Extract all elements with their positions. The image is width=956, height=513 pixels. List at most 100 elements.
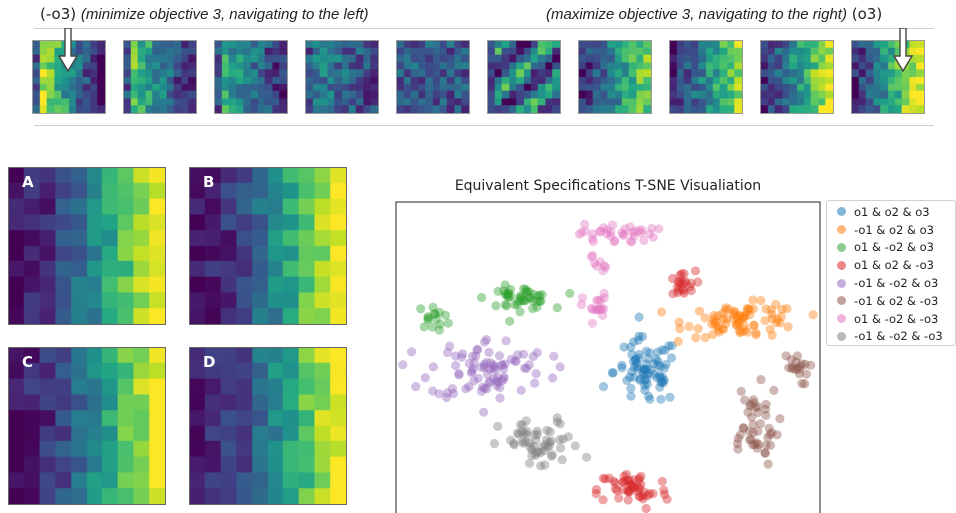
scatter-point: [593, 295, 603, 305]
legend-marker-icon: [837, 278, 846, 288]
scatter-point: [477, 362, 487, 372]
scatter-point: [497, 360, 507, 370]
scatter-point: [709, 310, 719, 321]
scatter-point: [690, 266, 701, 276]
scatter-point: [636, 492, 646, 502]
scatter-point: [648, 489, 658, 499]
scatter-point: [512, 428, 523, 438]
scatter-point: [442, 388, 452, 398]
scatter-point: [625, 222, 635, 232]
scatter-point: [625, 236, 636, 246]
scatter-point: [488, 360, 499, 370]
scatter-point: [518, 420, 528, 430]
scatter-point: [800, 359, 810, 369]
scatter-point: [472, 345, 482, 355]
scatter-point: [633, 364, 643, 374]
scatter-point: [629, 231, 639, 241]
scatter-point: [434, 325, 444, 335]
strip-heatmap: [214, 40, 288, 114]
scatter-point: [743, 407, 753, 417]
scatter-point: [693, 277, 703, 287]
scatter-point: [629, 337, 639, 347]
scatter-point: [641, 503, 651, 513]
panel-heatmap-d: [189, 347, 347, 505]
legend-marker-icon: [837, 260, 846, 270]
scatter-point: [542, 425, 552, 435]
scatter-point: [492, 373, 503, 383]
scatter-point: [739, 313, 749, 323]
scatter-point: [668, 289, 678, 299]
scatter-point: [528, 441, 539, 451]
scatter-point: [548, 373, 558, 383]
scatter-point: [792, 351, 803, 361]
panel-label: D: [203, 353, 216, 371]
scatter-point: [606, 231, 616, 241]
scatter-point: [634, 353, 644, 363]
scatter-point: [742, 307, 752, 317]
scatter-point: [435, 319, 445, 329]
scatter-point: [717, 309, 727, 319]
scatter-point: [517, 436, 528, 446]
legend-marker-icon: [837, 296, 846, 306]
scatter-point: [654, 371, 665, 381]
scatter-point: [674, 279, 684, 289]
legend-label: o1 & o2 & -o3: [854, 258, 934, 273]
scatter-point: [495, 393, 505, 403]
scatter-point: [656, 307, 667, 317]
series-group: [591, 266, 703, 513]
strip-heatmap: [669, 40, 743, 114]
scatter-point: [742, 303, 752, 314]
scatter-point: [500, 299, 510, 310]
scatter-point: [626, 383, 636, 393]
plot-frame: [395, 201, 821, 513]
scatter-point: [527, 444, 537, 455]
panel-label: C: [22, 353, 34, 371]
scatter-point: [530, 378, 540, 388]
scatter-point: [481, 335, 492, 345]
legend-marker-icon: [837, 207, 846, 217]
scatter-point: [636, 480, 646, 490]
scatter-point: [577, 227, 587, 237]
scatter-point: [545, 427, 555, 437]
scatter-point: [626, 479, 636, 489]
right-caption-text: (maximize objective 3, navigating to the…: [546, 6, 847, 23]
scatter-point: [629, 372, 639, 382]
scatter-point: [592, 295, 602, 306]
scatter-point: [760, 316, 770, 326]
scatter-point: [522, 430, 532, 440]
scatter-point: [448, 388, 459, 399]
tsne-scatter-plot: [395, 201, 821, 513]
scatter-point: [488, 363, 498, 373]
scatter-point: [610, 484, 620, 494]
scatter-point: [539, 446, 549, 456]
scatter-point: [794, 369, 804, 379]
scatter-point: [733, 433, 743, 444]
scatter-point: [693, 324, 703, 334]
scatter-point: [745, 310, 755, 320]
scatter-point: [519, 295, 529, 306]
scatter-point: [520, 295, 530, 306]
scatter-point: [609, 476, 619, 486]
scatter-point: [707, 319, 717, 329]
scatter-point: [612, 485, 622, 496]
scatter-point: [617, 228, 627, 238]
scatter-point: [516, 291, 526, 301]
scatter-point: [628, 356, 638, 366]
scatter-point: [525, 438, 535, 448]
scatter-point: [500, 280, 510, 290]
scatter-point: [640, 375, 650, 385]
scatter-point: [749, 398, 759, 408]
scatter-point: [492, 380, 502, 391]
scatter-point: [429, 308, 439, 319]
scatter-point: [633, 335, 643, 345]
series-group: [598, 312, 677, 404]
scatter-point: [516, 292, 527, 302]
scatter-point: [581, 226, 591, 236]
scatter-point: [471, 351, 481, 361]
scatter-point: [668, 273, 678, 284]
scatter-point: [478, 382, 488, 392]
left-arrow-icon: [58, 28, 78, 72]
scatter-point: [679, 285, 689, 296]
scatter-point: [781, 351, 791, 361]
scatter-point: [667, 341, 677, 351]
